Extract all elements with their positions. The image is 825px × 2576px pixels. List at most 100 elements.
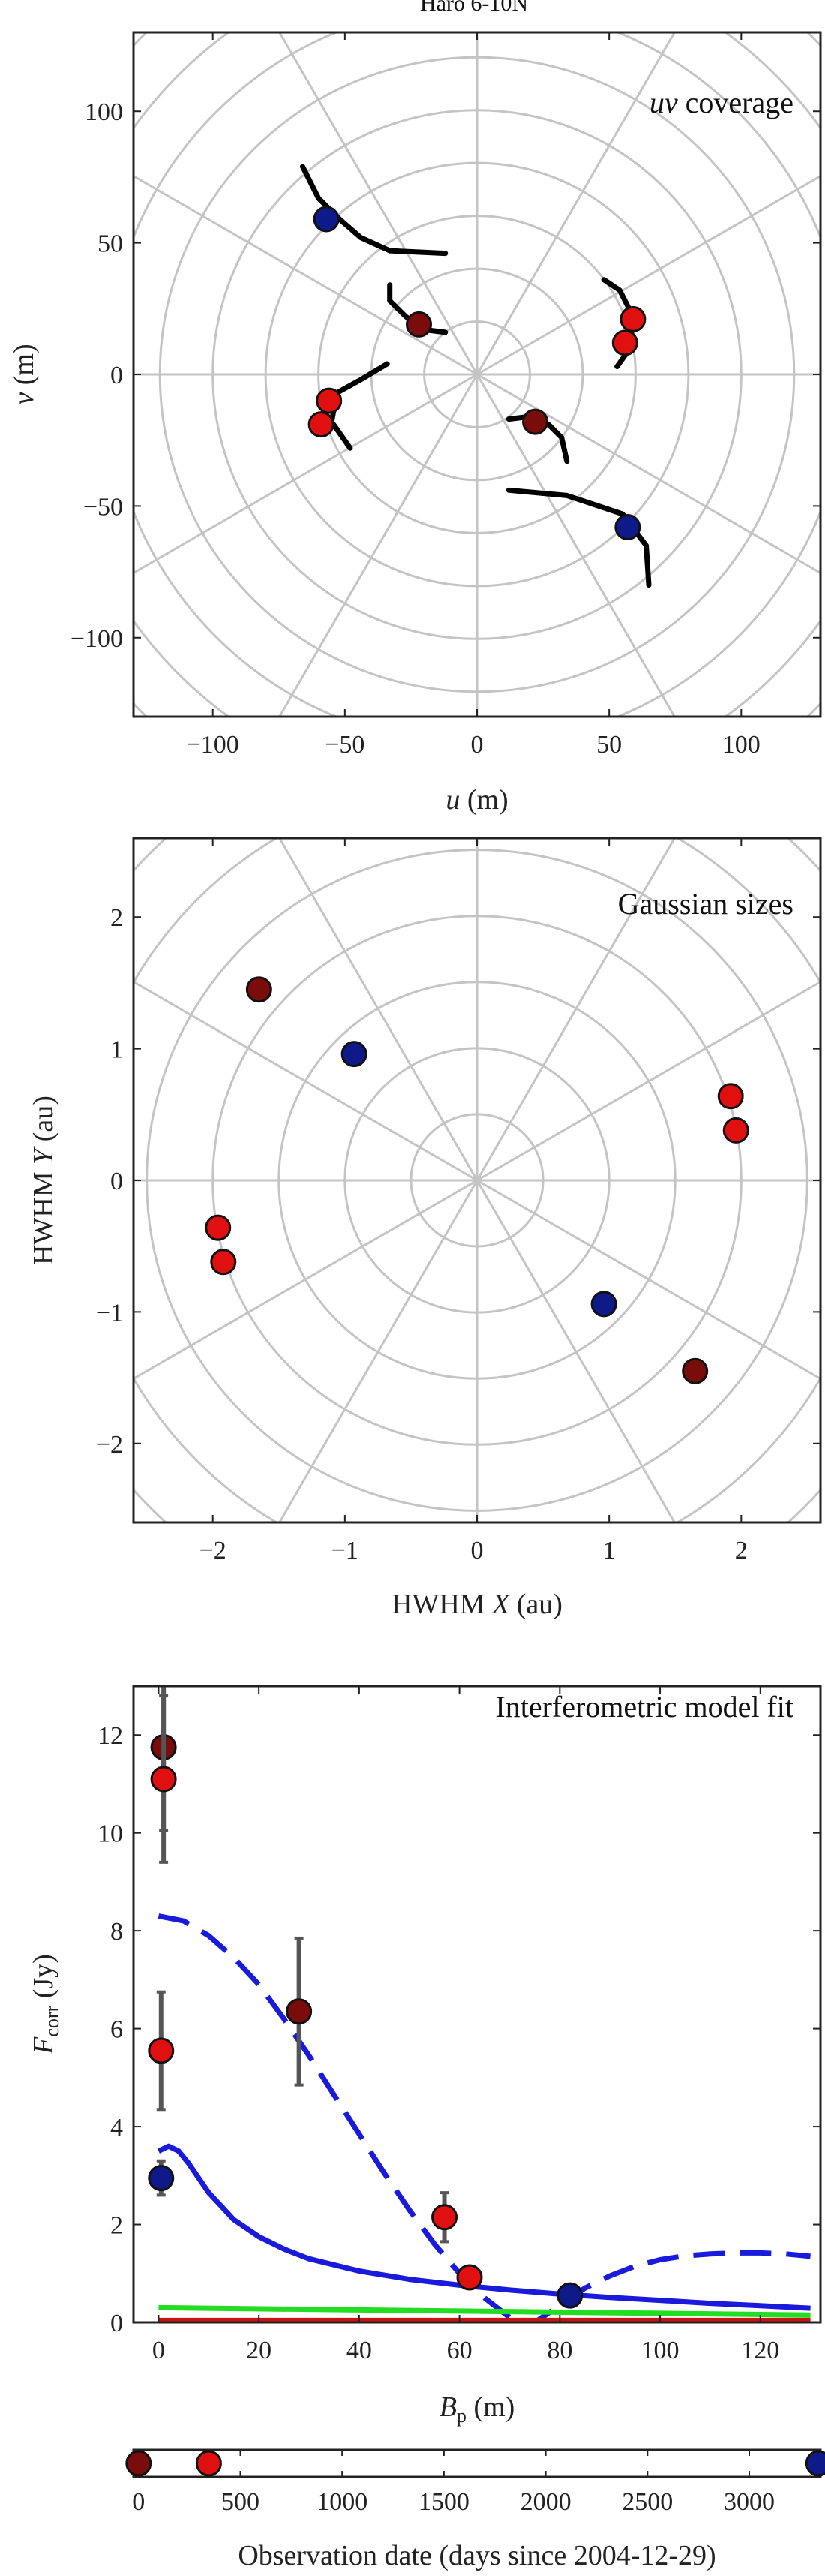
date-xtick-label: 3000 bbox=[724, 2488, 775, 2516]
model-fit-plot: 0 20 40 60 80 100 120 0 2 4 6 8 10 12 Interferometric … bbox=[28, 1685, 822, 2427]
uv-ytick-label: −50 bbox=[83, 493, 123, 521]
gauss-xtick-label: 2 bbox=[735, 1537, 748, 1565]
uv-polar-grid bbox=[134, 32, 820, 717]
uv-grid-spoke bbox=[278, 374, 478, 717]
uv-ytick-label: −100 bbox=[70, 625, 123, 653]
page-title: Haro 6-10N bbox=[420, 0, 528, 16]
uv-xtick-label: −100 bbox=[187, 731, 239, 759]
uv-coverage-plot: −100 −50 0 50 100 −100 −50 0 50 100 uv coverage u (… bbox=[8, 31, 822, 816]
uv-point bbox=[611, 329, 638, 356]
fit-point bbox=[556, 2282, 584, 2309]
gauss-point bbox=[245, 976, 272, 1003]
date-points bbox=[125, 2450, 825, 2477]
date-xtick-label: 1500 bbox=[418, 2488, 470, 2516]
gauss-grid-spoke bbox=[134, 980, 478, 1182]
fit-series-line bbox=[158, 1913, 811, 2322]
gauss-grid-spoke bbox=[476, 980, 820, 1182]
gauss-grid-spoke bbox=[476, 1179, 820, 1381]
gauss-point bbox=[717, 1083, 744, 1110]
gauss-grid-spoke bbox=[476, 1180, 676, 1522]
gauss-point bbox=[205, 1214, 232, 1241]
gauss-grid-spoke bbox=[476, 838, 676, 1181]
fit-x-axis-label: Bp (m) bbox=[440, 2391, 515, 2427]
uv-grid-spoke bbox=[476, 32, 676, 375]
uv-xtick-label: 100 bbox=[722, 731, 760, 759]
gauss-x-axis-label: HWHM X (au) bbox=[392, 1589, 562, 1620]
fit-ytick-label: 8 bbox=[110, 1918, 123, 1946]
fit-ytick-label: 4 bbox=[110, 2114, 123, 2142]
uv-xtick-label: −50 bbox=[325, 731, 364, 759]
fit-frame bbox=[132, 1685, 822, 2324]
uv-ytick-label: 50 bbox=[98, 230, 123, 258]
fit-ytick-label: 0 bbox=[110, 2310, 123, 2337]
uv-grid-circle bbox=[134, 32, 820, 717]
date-x-axis-label: Observation date (days since 2004-12-29) bbox=[238, 2540, 716, 2571]
uv-grid-spoke bbox=[476, 374, 676, 717]
uv-ytick-label: 100 bbox=[85, 98, 123, 126]
uv-panel-title: uv coverage bbox=[650, 86, 794, 119]
fit-ytick-label: 10 bbox=[98, 1820, 123, 1848]
uv-xtick-label: 50 bbox=[596, 731, 622, 759]
fit-point bbox=[148, 2037, 175, 2064]
date-frame bbox=[132, 2448, 822, 2478]
date-xtick-label: 0 bbox=[132, 2488, 145, 2516]
gauss-y-axis-label: HWHM Y (au) bbox=[28, 1096, 59, 1265]
fit-panel-title: Interferometric model fit bbox=[495, 1690, 794, 1724]
fit-point bbox=[148, 2165, 175, 2192]
fit-ytick-label: 2 bbox=[110, 2212, 123, 2240]
fit-point bbox=[431, 2204, 458, 2231]
gauss-ytick-label: −2 bbox=[96, 1431, 123, 1459]
uv-track bbox=[387, 282, 448, 335]
observation-date-strip: 0 500 1000 1500 2000 2500 3000 Observation date… bbox=[125, 2448, 825, 2571]
uv-point bbox=[405, 311, 432, 338]
gauss-panel-title: Gaussian sizes bbox=[618, 887, 794, 921]
uv-y-axis-label: v (m) bbox=[8, 344, 40, 404]
uv-point bbox=[308, 411, 334, 438]
gauss-point bbox=[682, 1357, 709, 1384]
uv-grid-spoke bbox=[134, 373, 478, 575]
fit-series-line bbox=[158, 2304, 811, 2318]
uv-track bbox=[506, 487, 652, 588]
fit-xtick-label: 120 bbox=[741, 2337, 779, 2364]
date-point bbox=[195, 2450, 222, 2477]
gauss-ytick-label: 1 bbox=[110, 1036, 123, 1064]
gauss-xtick-label: 1 bbox=[603, 1537, 616, 1565]
fit-xtick-label: 0 bbox=[152, 2337, 165, 2364]
date-xtick-label: 2500 bbox=[622, 2488, 673, 2516]
fit-series-line bbox=[157, 2143, 811, 2311]
gauss-ytick-label: 2 bbox=[110, 904, 123, 932]
gauss-xtick-label: 0 bbox=[471, 1537, 484, 1565]
gauss-xtick-label: −1 bbox=[332, 1537, 358, 1565]
fit-point bbox=[150, 1766, 177, 1793]
date-xtick-label: 500 bbox=[221, 2488, 260, 2516]
fit-ytick-label: 12 bbox=[98, 1722, 123, 1750]
gauss-grid-spoke bbox=[134, 1179, 478, 1381]
fit-xtick-label: 20 bbox=[246, 2337, 272, 2364]
fit-point bbox=[286, 1998, 313, 2025]
gauss-point bbox=[210, 1249, 237, 1276]
uv-point bbox=[620, 305, 646, 332]
uv-point bbox=[522, 408, 549, 435]
uv-track bbox=[300, 164, 448, 257]
uv-grid-spoke bbox=[134, 174, 478, 376]
fit-ytick-label: 6 bbox=[110, 2016, 123, 2044]
fit-plot-area bbox=[148, 1686, 811, 2322]
uv-grid-spoke bbox=[278, 32, 478, 375]
gauss-grid-spoke bbox=[278, 1180, 478, 1522]
fit-xtick-label: 100 bbox=[641, 2337, 680, 2364]
uv-grid-spoke bbox=[476, 174, 820, 376]
fit-xtick-label: 60 bbox=[447, 2337, 472, 2364]
gauss-grid-spoke bbox=[278, 838, 478, 1181]
uv-point bbox=[316, 387, 343, 414]
uv-x-axis-label: u (m) bbox=[446, 784, 508, 816]
date-xtick-label: 2000 bbox=[520, 2488, 572, 2516]
fit-point bbox=[456, 2264, 483, 2291]
uv-point bbox=[313, 206, 340, 233]
gauss-ytick-label: −1 bbox=[96, 1299, 123, 1327]
uv-point bbox=[614, 513, 641, 540]
gauss-point bbox=[590, 1291, 617, 1318]
date-xtick-label: 1000 bbox=[316, 2488, 368, 2516]
fit-xtick-label: 80 bbox=[547, 2337, 572, 2364]
